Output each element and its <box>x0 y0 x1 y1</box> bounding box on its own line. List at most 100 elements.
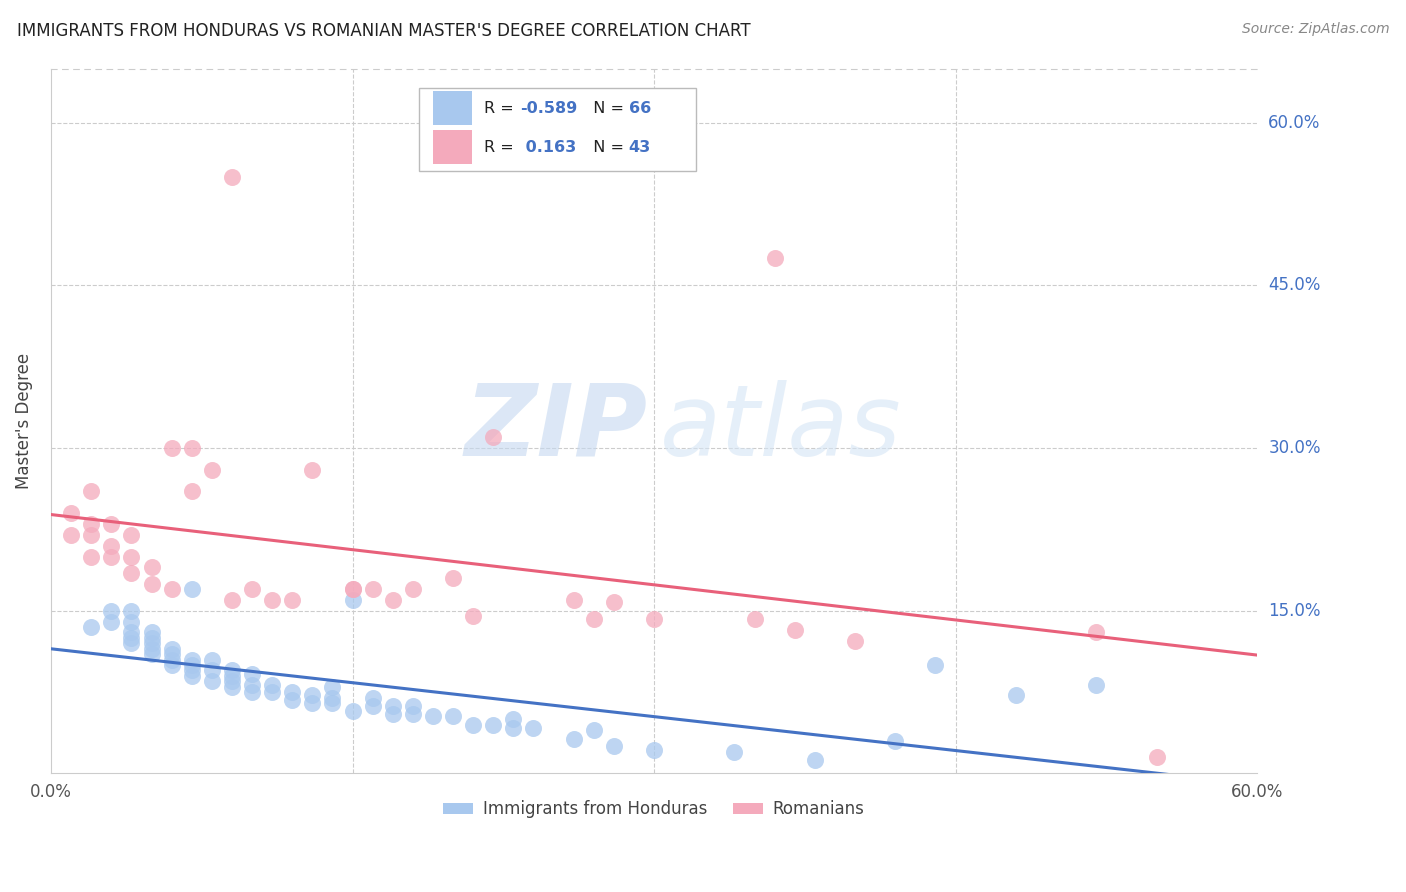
Point <box>60 528 83 542</box>
Point <box>562 731 585 746</box>
Point <box>381 593 404 607</box>
Point <box>321 690 343 705</box>
Point <box>281 692 304 706</box>
Point <box>221 169 243 184</box>
Point <box>120 549 142 564</box>
Point <box>240 582 263 596</box>
Point <box>381 706 404 721</box>
Point <box>100 615 122 629</box>
Text: atlas: atlas <box>659 379 901 476</box>
Point <box>141 625 163 640</box>
Point <box>180 669 202 683</box>
Text: 45.0%: 45.0% <box>1268 277 1320 294</box>
Point <box>160 647 183 661</box>
Point <box>180 484 202 499</box>
Point <box>804 753 827 767</box>
FancyBboxPatch shape <box>433 130 472 164</box>
Point <box>80 528 103 542</box>
Point <box>522 721 544 735</box>
Point <box>160 582 183 596</box>
Point <box>884 734 907 748</box>
Point <box>301 696 323 710</box>
Point <box>240 666 263 681</box>
Point <box>361 582 384 596</box>
Point <box>160 441 183 455</box>
Point <box>744 612 766 626</box>
Point <box>482 717 505 731</box>
Point <box>783 624 806 638</box>
Point <box>482 430 505 444</box>
Point <box>141 631 163 645</box>
Point <box>301 463 323 477</box>
Point <box>582 612 605 626</box>
Point <box>80 549 103 564</box>
Point <box>262 677 284 691</box>
Text: N =: N = <box>583 101 628 116</box>
Point <box>221 664 243 678</box>
Point <box>643 742 665 756</box>
Point <box>120 625 142 640</box>
Point <box>100 516 122 531</box>
Point <box>141 647 163 661</box>
Point <box>1085 625 1108 640</box>
Point <box>1085 677 1108 691</box>
Point <box>120 631 142 645</box>
Point <box>582 723 605 737</box>
Text: R =: R = <box>484 140 519 154</box>
Point <box>321 696 343 710</box>
Point <box>342 593 364 607</box>
Text: Source: ZipAtlas.com: Source: ZipAtlas.com <box>1241 22 1389 37</box>
Y-axis label: Master's Degree: Master's Degree <box>15 353 32 489</box>
Point <box>402 582 425 596</box>
Point <box>221 680 243 694</box>
Point <box>240 685 263 699</box>
Point <box>502 721 524 735</box>
Point <box>1146 750 1168 764</box>
Point <box>120 566 142 580</box>
Legend: Immigrants from Honduras, Romanians: Immigrants from Honduras, Romanians <box>437 794 872 825</box>
Text: 15.0%: 15.0% <box>1268 602 1320 620</box>
Point <box>100 604 122 618</box>
Point <box>141 636 163 650</box>
Point <box>141 641 163 656</box>
Point <box>643 612 665 626</box>
Point <box>60 506 83 520</box>
Text: 60.0%: 60.0% <box>1268 114 1320 132</box>
Point <box>80 516 103 531</box>
Point <box>1005 689 1028 703</box>
Point <box>441 571 464 585</box>
Point <box>562 593 585 607</box>
Point <box>342 704 364 718</box>
Point <box>342 582 364 596</box>
Text: IMMIGRANTS FROM HONDURAS VS ROMANIAN MASTER'S DEGREE CORRELATION CHART: IMMIGRANTS FROM HONDURAS VS ROMANIAN MAS… <box>17 22 751 40</box>
Point <box>141 560 163 574</box>
Point <box>80 484 103 499</box>
Point <box>402 706 425 721</box>
Text: 43: 43 <box>628 140 651 154</box>
Point <box>100 549 122 564</box>
Point <box>141 576 163 591</box>
Point <box>262 593 284 607</box>
Text: 30.0%: 30.0% <box>1268 439 1320 457</box>
Point <box>180 582 202 596</box>
Point <box>844 634 866 648</box>
Point <box>160 652 183 666</box>
Point <box>763 252 786 266</box>
Point <box>402 699 425 714</box>
Point <box>201 664 224 678</box>
Text: 0.163: 0.163 <box>520 140 576 154</box>
Point <box>80 620 103 634</box>
Point <box>603 739 626 754</box>
Point <box>723 745 745 759</box>
Point <box>361 699 384 714</box>
Point <box>262 685 284 699</box>
Text: R =: R = <box>484 101 519 116</box>
Point <box>463 609 485 624</box>
Point <box>221 593 243 607</box>
Point <box>201 652 224 666</box>
Text: N =: N = <box>583 140 628 154</box>
Point <box>100 539 122 553</box>
Point <box>924 657 946 672</box>
Point <box>502 712 524 726</box>
Point <box>240 677 263 691</box>
